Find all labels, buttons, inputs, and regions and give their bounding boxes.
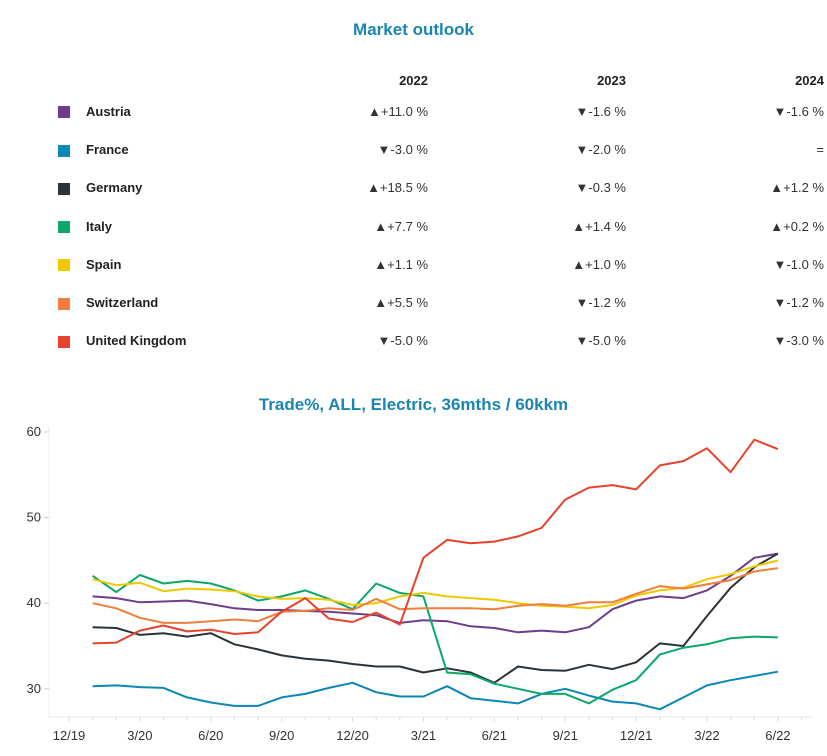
- table-row: Italy ▲+7.7 % ▲+1.4 % ▲+0.2 %: [52, 207, 824, 245]
- x-tick-label: 12/19: [53, 728, 86, 743]
- country-name: Spain: [86, 256, 122, 272]
- x-tick-label: 6/20: [198, 728, 223, 743]
- legend-swatch: [58, 144, 70, 157]
- legend-swatch: [58, 182, 70, 195]
- column-header-2023: 2023: [597, 72, 626, 88]
- legend-swatch: [58, 297, 70, 310]
- legend-swatch: [58, 106, 70, 119]
- y-tick-label: 30: [27, 681, 41, 696]
- outlook-value-2023: ▼-2.0 %: [575, 141, 626, 157]
- x-tick-label: 3/20: [127, 728, 152, 743]
- country-name: France: [86, 141, 129, 157]
- chart-axes: 30 40 50 60 12/19 3/20 6/20 9/20 12/20 3/21 6/21 9/…: [27, 424, 812, 743]
- series-line-spain[interactable]: [92, 559, 779, 610]
- outlook-value-2023: ▼-1.2 %: [575, 295, 626, 311]
- outlook-value-2024: =: [816, 141, 824, 157]
- legend-swatch: [58, 221, 70, 234]
- outlook-value-2024: ▼-1.2 %: [773, 295, 824, 311]
- outlook-value-2022: ▲+1.1 %: [374, 256, 428, 272]
- series-line-germany[interactable]: [92, 552, 779, 684]
- y-tick-label: 40: [27, 595, 41, 610]
- country-name: Italy: [86, 218, 113, 234]
- outlook-value-2022: ▲+7.7 %: [374, 218, 428, 234]
- table-row: United Kingdom ▼-5.0 % ▼-5.0 % ▼-3.0 %: [52, 322, 824, 360]
- market-outlook-title: Market outlook: [353, 20, 474, 39]
- outlook-value-2023: ▲+1.0 %: [572, 256, 626, 272]
- table-row: Austria ▲+11.0 % ▼-1.6 % ▼-1.6 %: [52, 92, 824, 130]
- line-chart: 30 40 50 60 12/19 3/20 6/20 9/20 12/20 3/21 6/21 9/…: [27, 424, 812, 743]
- country-name: Switzerland: [86, 295, 159, 311]
- table-row: Germany ▲+18.5 % ▼-0.3 % ▲+1.2 %: [52, 169, 824, 207]
- series-line-italy[interactable]: [92, 574, 778, 705]
- x-tick-label: 3/22: [694, 728, 719, 743]
- series-line-switzerland[interactable]: [92, 567, 779, 624]
- legend-swatch: [58, 335, 70, 348]
- market-outlook-table: 2022 2023 2024 Austria ▲+11.0 % ▼-1.6 % ▼-1…: [52, 68, 824, 360]
- chart-series-lines: [92, 438, 779, 711]
- outlook-value-2023: ▲+1.4 %: [572, 218, 626, 234]
- series-line-austria[interactable]: [92, 552, 779, 634]
- column-header-2024: 2024: [795, 72, 824, 88]
- country-name: Austria: [86, 103, 131, 119]
- outlook-value-2024: ▲+0.2 %: [770, 218, 824, 234]
- outlook-value-2023: ▼-1.6 %: [575, 103, 626, 119]
- outlook-value-2024: ▼-3.0 %: [773, 333, 824, 349]
- y-tick-label: 50: [27, 510, 41, 525]
- outlook-value-2024: ▼-1.6 %: [773, 103, 824, 119]
- series-line-france[interactable]: [92, 670, 779, 711]
- legend-swatch: [58, 259, 70, 272]
- country-name: Germany: [86, 180, 143, 196]
- column-header-2022: 2022: [399, 72, 428, 88]
- country-name: United Kingdom: [86, 333, 187, 349]
- x-tick-label: 6/22: [765, 728, 790, 743]
- x-tick-label: 3/21: [411, 728, 436, 743]
- series-line-united-kingdom[interactable]: [92, 438, 779, 645]
- outlook-value-2022: ▼-3.0 %: [377, 141, 428, 157]
- table-row: France ▼-3.0 % ▼-2.0 % =: [52, 130, 824, 168]
- outlook-value-2023: ▼-0.3 %: [575, 180, 626, 196]
- table-row: Switzerland ▲+5.5 % ▼-1.2 % ▼-1.2 %: [52, 283, 824, 321]
- outlook-value-2023: ▼-5.0 %: [575, 333, 626, 349]
- x-tick-label: 9/20: [269, 728, 294, 743]
- table-header-row: 2022 2023 2024: [52, 68, 824, 92]
- outlook-value-2022: ▲+11.0 %: [368, 103, 428, 119]
- outlook-value-2024: ▼-1.0 %: [773, 256, 824, 272]
- outlook-value-2022: ▲+5.5 %: [374, 295, 428, 311]
- outlook-value-2024: ▲+1.2 %: [770, 180, 824, 196]
- x-tick-label: 6/21: [482, 728, 507, 743]
- outlook-value-2022: ▼-5.0 %: [377, 333, 428, 349]
- table-row: Spain ▲+1.1 % ▲+1.0 % ▼-1.0 %: [52, 245, 824, 283]
- x-tick-label: 9/21: [553, 728, 578, 743]
- x-tick-label: 12/20: [336, 728, 369, 743]
- chart-title: Trade%, ALL, Electric, 36mths / 60kkm: [258, 395, 569, 414]
- y-tick-label: 60: [27, 424, 41, 439]
- outlook-value-2022: ▲+18.5 %: [367, 180, 428, 196]
- x-tick-label: 12/21: [620, 728, 653, 743]
